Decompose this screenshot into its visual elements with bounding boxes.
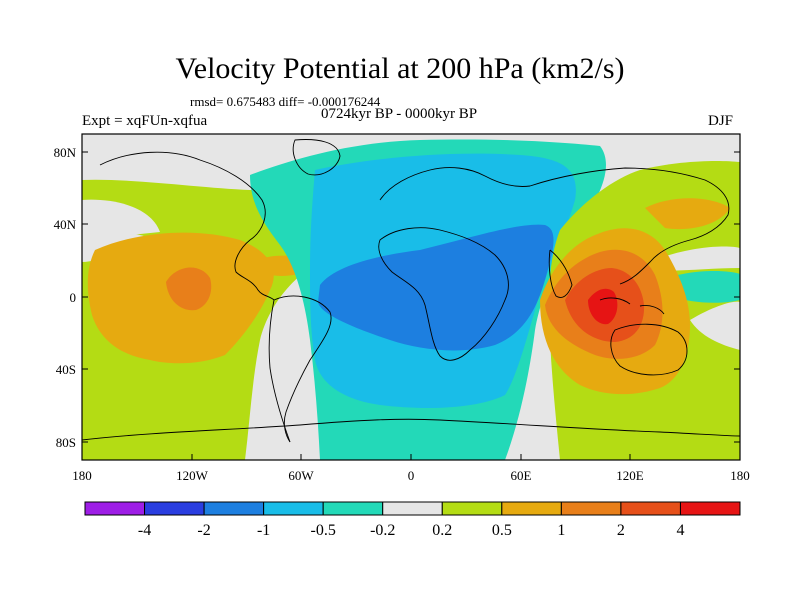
colorbar-swatch (322, 501, 384, 516)
colorbar-label: 1 (557, 522, 565, 539)
colorbar-swatch (620, 501, 681, 516)
contour-neutral-west (82, 199, 160, 240)
lon-tick-label: 0 (408, 468, 415, 483)
colorbar-label: 0.5 (492, 522, 512, 539)
axis-ticks (81, 151, 741, 460)
coastline-asia (529, 167, 730, 285)
map-title: Velocity Potential at 200 hPa (km2/s) (175, 52, 625, 85)
rmsd-diff-stats: rmsd= 0.675483 diff= -0.000176244 (190, 94, 381, 109)
contour-neg-1 (318, 224, 554, 351)
colorbar-swatch (203, 501, 265, 516)
lat-tick-label: 40S (56, 362, 76, 377)
colorbar-swatch (441, 501, 503, 516)
contour-neutral-east-b (690, 301, 740, 350)
season-label: DJF (708, 113, 734, 129)
colorbar-swatch (84, 501, 146, 516)
coastline-australia (610, 323, 688, 376)
lon-tick-label: 120W (176, 468, 209, 483)
colorbar-label: -2 (197, 522, 210, 539)
experiment-label: Expt = xqFUn-xqfua (82, 113, 208, 129)
colorbar-swatch (144, 501, 205, 516)
lon-tick-label: 180 (72, 468, 92, 483)
colorbar-label: -4 (138, 522, 151, 539)
lon-tick-label: 180 (730, 468, 750, 483)
contour-fields (82, 134, 740, 460)
lat-tick-label: 80S (56, 435, 76, 450)
contour-pos-0.5-east-b (645, 198, 730, 230)
coastline-south-america-west (268, 299, 291, 443)
colorbar-swatch (501, 501, 562, 516)
colorbar-label: 4 (676, 522, 684, 539)
coastline-india (548, 249, 573, 298)
coastline-south-america (273, 295, 332, 443)
coastline-antarctica (82, 418, 740, 441)
lat-tick-label: 40N (54, 217, 77, 232)
colorbar-label: -0.5 (311, 522, 336, 539)
colorbar-swatch (263, 501, 324, 516)
lat-tick-label: 0 (70, 290, 77, 305)
colorbar-swatch (679, 501, 741, 516)
lat-tick-label: 80N (54, 145, 77, 160)
colorbar: -4 -2 -1 -0.5 -0.2 0.2 0.5 1 2 4 (84, 501, 741, 539)
colorbar-label: -1 (257, 522, 270, 539)
coastline-africa (378, 227, 509, 361)
colorbar-swatch (560, 501, 622, 516)
lon-tick-label: 60W (288, 468, 314, 483)
colorbar-label: -0.2 (370, 522, 395, 539)
colorbar-label: 2 (617, 522, 625, 539)
lon-tick-label: 120E (616, 468, 644, 483)
coastline-europe (379, 167, 531, 201)
coastline-maritime (599, 297, 665, 315)
coastline-greenland (292, 139, 341, 176)
colorbar-swatch (382, 501, 443, 516)
coastline-north-america (99, 151, 275, 301)
contour-pos-1-west (166, 267, 212, 311)
coastlines (82, 139, 740, 443)
time-period-label: 0724kyr BP - 0000kyr BP (321, 106, 478, 122)
lon-tick-label: 60E (511, 468, 532, 483)
colorbar-label: 0.2 (432, 522, 452, 539)
